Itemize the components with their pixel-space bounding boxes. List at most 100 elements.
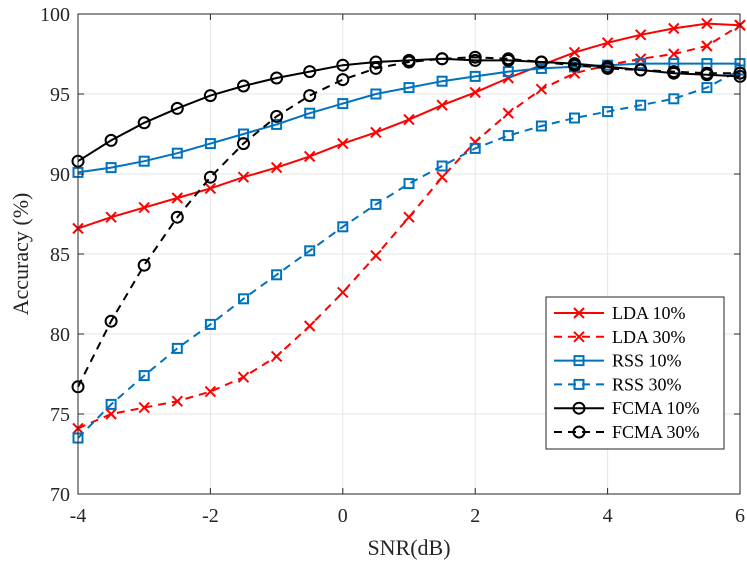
- x-tick-label: 0: [338, 505, 348, 527]
- data-point: [204, 138, 216, 150]
- data-point: [569, 112, 580, 124]
- data-point: [469, 70, 481, 82]
- data-point: [105, 211, 117, 223]
- data-point: [436, 75, 448, 87]
- data-point: [601, 61, 615, 75]
- x-tick-label: 6: [735, 505, 745, 527]
- data-point: [138, 155, 150, 167]
- data-point: [502, 107, 515, 119]
- data-point: [170, 210, 184, 224]
- data-point: [105, 408, 117, 420]
- data-point: [469, 136, 481, 148]
- legend-marker: [573, 307, 585, 319]
- series-line: [77, 69, 741, 439]
- axes: -4 -2 0 2 4 6 70 75 80 85 90 95 100: [40, 4, 745, 527]
- legend: LDA 10% LDA 30% RSS 10% RSS 30% FCMA 10% FCMA…: [545, 296, 725, 450]
- data-point: [337, 137, 349, 150]
- data-point: [137, 116, 151, 130]
- data-point: [237, 79, 250, 93]
- data-point: [337, 98, 349, 110]
- legend-label: LDA 30%: [612, 327, 686, 347]
- y-axis-label: Accuracy (%): [8, 193, 33, 316]
- data-point: [138, 370, 150, 382]
- data-point: [635, 99, 647, 111]
- data-point: [336, 58, 350, 72]
- data-point: [403, 178, 415, 190]
- data-point: [171, 147, 183, 159]
- data-point: [502, 66, 514, 78]
- data-point: [270, 71, 284, 85]
- data-point: [436, 160, 448, 172]
- data-point: [105, 398, 117, 410]
- data-point: [403, 211, 415, 223]
- data-point: [634, 29, 647, 41]
- data-point: [403, 113, 415, 126]
- y-tick-label: 100: [40, 4, 70, 26]
- data-point: [436, 171, 448, 183]
- data-point: [336, 73, 350, 87]
- data-point: [601, 37, 614, 49]
- data-point: [370, 88, 382, 100]
- data-point: [204, 182, 217, 195]
- data-point: [468, 50, 482, 64]
- data-point: [668, 48, 680, 60]
- data-point: [403, 82, 415, 94]
- data-point: [270, 109, 284, 123]
- data-point: [568, 58, 581, 72]
- data-point: [204, 385, 217, 398]
- data-point: [635, 58, 647, 70]
- data-point: [534, 55, 548, 69]
- data-point: [203, 170, 217, 184]
- legend-item: FCMA 10%: [554, 398, 700, 418]
- legend-box: [545, 296, 725, 450]
- data-point: [171, 395, 184, 407]
- data-point: [369, 61, 383, 75]
- y-tick-label: 70: [50, 484, 70, 506]
- data-point: [502, 130, 514, 142]
- legend-label: RSS 30%: [612, 374, 682, 394]
- data-point: [502, 72, 515, 84]
- y-tick-label: 85: [50, 244, 70, 266]
- data-point: [270, 350, 283, 363]
- data-point: [303, 150, 316, 163]
- data-point: [171, 342, 183, 354]
- data-point: [634, 63, 648, 77]
- data-point: [701, 40, 713, 52]
- data-point: [370, 249, 382, 262]
- legend-item: RSS 10%: [554, 351, 682, 371]
- data-point: [304, 245, 316, 257]
- data-point: [237, 171, 250, 183]
- data-point: [170, 101, 184, 115]
- legend-item: LDA 30%: [554, 327, 686, 347]
- legend-item: FCMA 30%: [554, 422, 700, 442]
- x-tick-label: -4: [70, 505, 87, 527]
- legend-label: LDA 10%: [612, 303, 686, 323]
- data-point: [204, 318, 216, 330]
- data-point: [203, 89, 217, 103]
- x-tick-label: 4: [603, 505, 613, 527]
- data-point: [138, 401, 150, 414]
- series-lda-30-: [72, 19, 746, 435]
- series-rss-30-: [72, 64, 746, 444]
- legend-marker: [573, 331, 585, 343]
- data-point: [303, 65, 317, 79]
- legend-item: RSS 30%: [554, 374, 682, 394]
- legend-marker: [573, 378, 585, 390]
- y-tick-label: 90: [50, 164, 70, 186]
- legend-marker: [572, 425, 586, 439]
- data-point: [667, 65, 681, 79]
- data-point: [337, 286, 349, 299]
- data-point: [668, 93, 680, 105]
- data-point: [469, 86, 481, 99]
- x-tick-label: -2: [202, 505, 219, 527]
- data-point: [436, 99, 448, 111]
- data-point: [535, 120, 547, 132]
- data-point: [469, 142, 481, 154]
- legend-label: FCMA 10%: [612, 398, 700, 418]
- data-point: [105, 162, 117, 174]
- data-point: [270, 161, 283, 174]
- legend-marker: [573, 355, 585, 367]
- data-point: [138, 201, 150, 214]
- data-point: [337, 221, 349, 233]
- x-axis-label: SNR(dB): [367, 535, 450, 560]
